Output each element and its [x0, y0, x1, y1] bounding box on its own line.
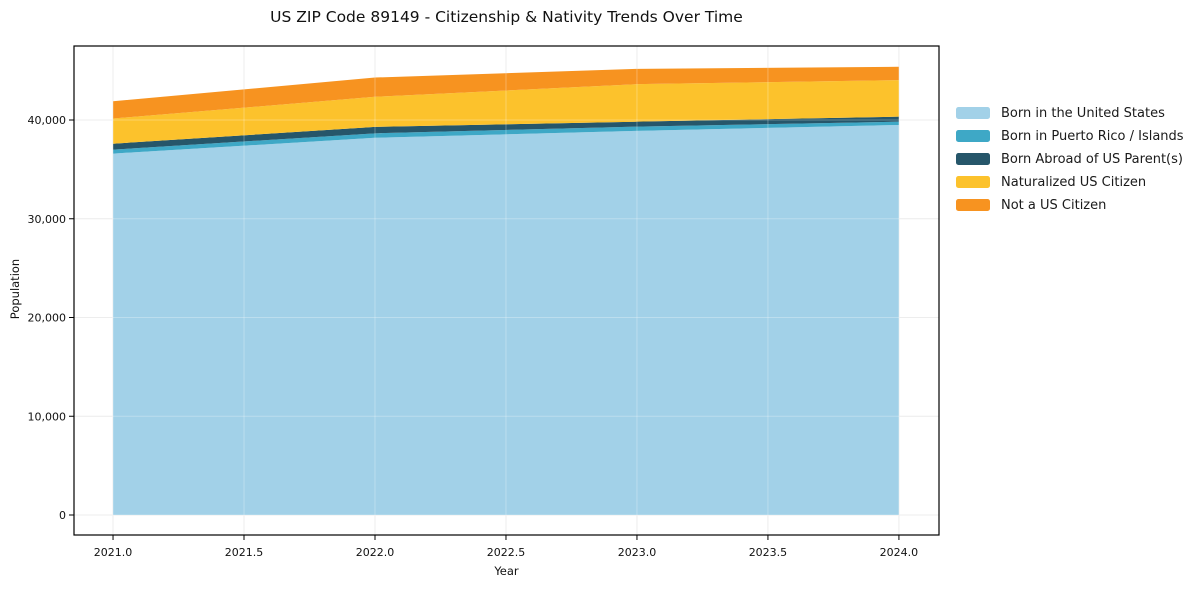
x-tick-label: 2021.0	[94, 546, 133, 559]
x-tick-label: 2022.5	[487, 546, 526, 559]
legend-swatch-icon	[956, 199, 990, 211]
legend-label: Born Abroad of US Parent(s)	[1001, 151, 1183, 167]
legend-item: Not a US Citizen	[956, 197, 1184, 213]
legend-swatch-icon	[956, 130, 990, 142]
y-tick-label: 0	[59, 509, 66, 522]
x-tick-label: 2022.0	[356, 546, 395, 559]
x-tick-label: 2021.5	[225, 546, 264, 559]
legend-label: Naturalized US Citizen	[1001, 174, 1147, 190]
chart-title: US ZIP Code 89149 - Citizenship & Nativi…	[270, 8, 743, 26]
legend-item: Born in the United States	[956, 105, 1184, 121]
area-series-1	[113, 121, 899, 154]
legend-item: Born Abroad of US Parent(s)	[956, 151, 1184, 167]
x-tick-label: 2024.0	[880, 546, 919, 559]
y-tick-label: 20,000	[28, 312, 67, 325]
plot-frame	[73, 45, 940, 536]
x-tick-label: 2023.5	[749, 546, 788, 559]
legend: Born in the United States Born in Puerto …	[956, 105, 1184, 213]
area-series-0	[113, 124, 899, 516]
x-axis-label: Year	[494, 564, 519, 578]
legend-item: Born in Puerto Rico / Islands	[956, 128, 1184, 144]
y-tick-label: 40,000	[28, 114, 67, 127]
x-tick-label: 2023.0	[618, 546, 657, 559]
legend-label: Not a US Citizen	[1001, 197, 1107, 213]
legend-item: Naturalized US Citizen	[956, 174, 1184, 190]
y-tick-label: 10,000	[28, 410, 67, 423]
legend-swatch-icon	[956, 107, 990, 119]
legend-swatch-icon	[956, 153, 990, 165]
area-series-3	[113, 80, 899, 144]
y-tick-label: 30,000	[28, 213, 67, 226]
area-series-4	[113, 66, 899, 119]
area-series-2	[113, 116, 899, 150]
legend-label: Born in the United States	[1001, 105, 1165, 121]
legend-swatch-icon	[956, 176, 990, 188]
legend-label: Born in Puerto Rico / Islands	[1001, 128, 1184, 144]
